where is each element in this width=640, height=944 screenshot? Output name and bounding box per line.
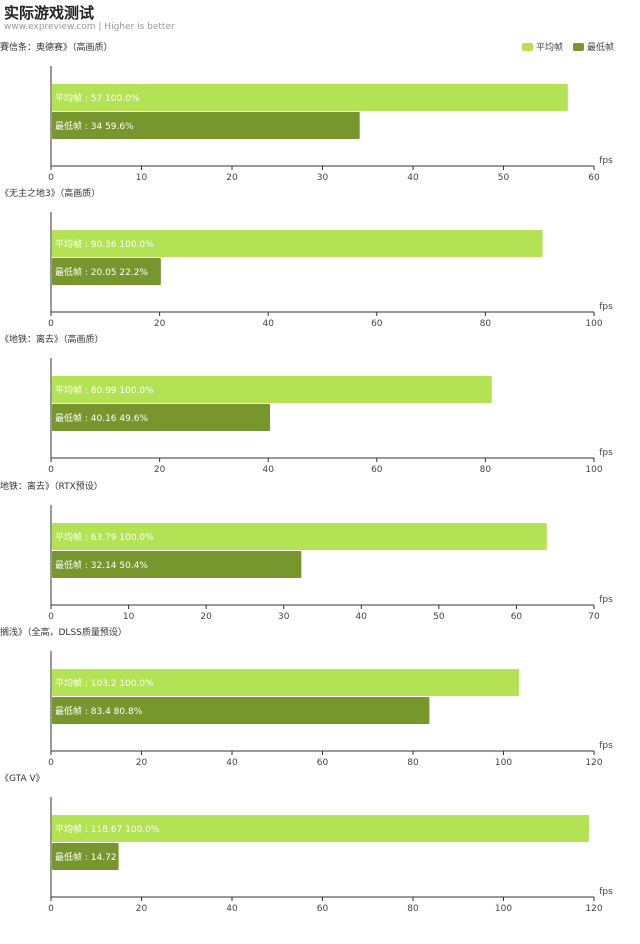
- bar-label-avg: 平均帧 : 103.2 100.0%: [55, 677, 154, 689]
- page-title: 实际游戏测试: [4, 4, 95, 22]
- x-tick-label: 10: [123, 612, 135, 622]
- bar-label-min: 最低帧 : 34 59.6%: [55, 120, 134, 132]
- x-tick-label: 40: [226, 758, 238, 768]
- x-tick-label: 20: [136, 758, 148, 768]
- x-tick-label: 20: [154, 319, 166, 329]
- x-tick-label: 80: [480, 319, 492, 329]
- bar-avg: [52, 523, 547, 550]
- x-tick-label: 120: [585, 904, 602, 914]
- bar-min: [52, 404, 271, 431]
- x-tick-label: 0: [48, 319, 54, 329]
- bar-label-min: 最低帧 : 20.05 22.2%: [55, 266, 148, 278]
- x-tick-label: 0: [48, 465, 54, 475]
- x-tick-label: 100: [585, 465, 602, 475]
- bar-label-avg: 平均帧 : 90.36 100.0%: [55, 238, 154, 250]
- x-tick-label: 40: [226, 904, 238, 914]
- x-tick-label: 0: [48, 612, 54, 622]
- x-tick-label: 60: [588, 173, 600, 183]
- x-tick-label: 20: [226, 173, 238, 183]
- x-tick-label: 0: [48, 904, 54, 914]
- x-tick-label: 60: [371, 319, 383, 329]
- legend: 平均帧 最低帧: [521, 40, 614, 53]
- legend-label-avg: 平均帧: [535, 43, 563, 53]
- x-tick-label: 0: [48, 758, 54, 768]
- x-tick-label: 120: [585, 758, 602, 768]
- x-tick-label: 20: [136, 904, 148, 914]
- x-tick-label: 60: [317, 904, 329, 914]
- bar-min: [52, 843, 119, 870]
- legend-swatch-avg: [521, 42, 533, 51]
- chart-title: 《GTA V》: [0, 773, 45, 784]
- x-unit-label: fps: [599, 302, 613, 312]
- legend-swatch-min: [572, 42, 584, 51]
- bar-label-min: 最低帧 : 83.4 80.8%: [55, 705, 143, 717]
- x-tick-label: 10: [136, 173, 148, 183]
- bar-label-avg: 平均帧 : 63.79 100.0%: [55, 531, 154, 543]
- x-tick-label: 40: [407, 173, 419, 183]
- bar-label-min: 最低帧 : 32.14 50.4%: [55, 559, 148, 571]
- x-tick-label: 100: [585, 319, 602, 329]
- x-unit-label: fps: [599, 741, 613, 751]
- x-unit-label: fps: [599, 595, 613, 605]
- x-unit-label: fps: [599, 887, 613, 897]
- legend-label-min: 最低帧: [586, 43, 614, 53]
- bar-avg: [52, 230, 543, 257]
- bar-min: [52, 112, 360, 139]
- x-tick-label: 20: [200, 612, 212, 622]
- bar-label-avg: 平均帧 : 80.99 100.0%: [55, 384, 154, 396]
- chart-title: 賽信条：奥德赛》（高画质）: [0, 41, 113, 53]
- x-unit-label: fps: [599, 156, 613, 166]
- bar-label-avg: 平均帧 : 57 100.0%: [55, 92, 140, 104]
- page-subtitle: www.expreview.com | Higher is better: [4, 22, 175, 32]
- x-tick-label: 40: [262, 465, 274, 475]
- x-tick-label: 100: [495, 904, 512, 914]
- x-tick-label: 40: [356, 612, 368, 622]
- bar-avg: [52, 84, 568, 111]
- legend-item-min[interactable]: 最低帧: [572, 40, 614, 53]
- x-tick-label: 60: [371, 465, 383, 475]
- x-tick-label: 50: [498, 173, 510, 183]
- x-unit-label: fps: [599, 448, 613, 458]
- bar-min: [52, 697, 430, 724]
- x-tick-label: 20: [154, 465, 166, 475]
- x-tick-label: 80: [407, 758, 419, 768]
- bar-label-min: 最低帧 : 14.72: [55, 851, 117, 863]
- chart-title: 地铁：离去》（RTX预设）: [0, 480, 103, 492]
- chart-title: 《无主之地3》（高画质）: [0, 187, 100, 199]
- chart-title: 搁浅》（全高，DLSS质量预设）: [0, 626, 127, 638]
- x-tick-label: 60: [317, 758, 329, 768]
- x-tick-label: 100: [495, 758, 512, 768]
- bar-avg: [52, 669, 519, 696]
- x-tick-label: 80: [407, 904, 419, 914]
- x-tick-label: 30: [317, 173, 329, 183]
- bar-min: [52, 551, 302, 578]
- legend-item-avg[interactable]: 平均帧: [521, 40, 563, 53]
- x-tick-label: 70: [588, 612, 600, 622]
- x-tick-label: 60: [511, 612, 523, 622]
- x-tick-label: 30: [278, 612, 290, 622]
- bar-label-avg: 平均帧 : 118.67 100.0%: [55, 823, 160, 835]
- chart-title: 《地铁：离去》（高画质）: [0, 333, 104, 345]
- x-tick-label: 80: [480, 465, 492, 475]
- bar-avg: [52, 376, 492, 403]
- bar-avg: [52, 815, 589, 842]
- x-tick-label: 40: [262, 319, 274, 329]
- x-tick-label: 50: [433, 612, 445, 622]
- bar-label-min: 最低帧 : 40.16 49.6%: [55, 412, 148, 424]
- x-tick-label: 0: [48, 173, 54, 183]
- bar-min: [52, 258, 161, 285]
